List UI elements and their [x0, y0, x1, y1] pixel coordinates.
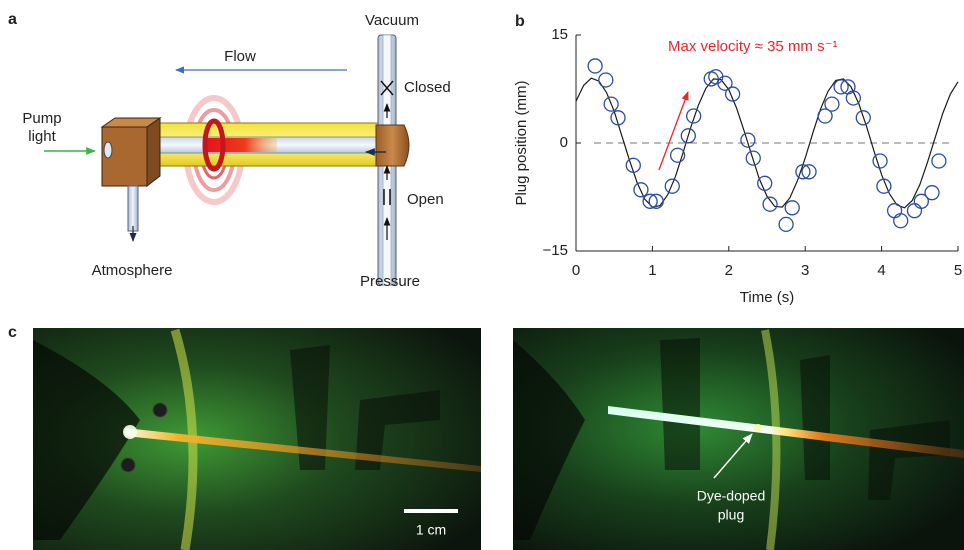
dye-plug — [207, 138, 277, 152]
closed-label: Closed — [404, 79, 451, 96]
annotation: Max velocity ≈ 35 mm s⁻¹ — [668, 38, 838, 55]
y-tick-label: 0 — [560, 134, 568, 151]
data-point — [709, 70, 723, 84]
x-tick-label: 2 — [725, 262, 733, 279]
atmosphere-label: Atmosphere — [92, 262, 173, 279]
data-point — [643, 194, 657, 208]
junction — [376, 125, 409, 166]
x-axis-label: Time (s) — [740, 289, 794, 306]
data-point — [888, 204, 902, 218]
x-tick-label: 0 — [572, 262, 580, 279]
data-point — [796, 165, 810, 179]
data-point — [779, 217, 793, 231]
figure: a Flow Vacuum Closed Open Pressure Pump … — [0, 0, 964, 550]
pump-label: Pump — [22, 110, 61, 127]
plug-label: Dye-doped — [697, 488, 766, 504]
data-point — [758, 176, 772, 190]
y-tick-label: −15 — [543, 242, 568, 259]
x-tick-label: 1 — [648, 262, 656, 279]
panel-label: c — [8, 324, 17, 341]
box-side — [147, 118, 160, 186]
plug-label: plug — [718, 507, 744, 523]
panel-label: a — [8, 11, 17, 28]
y-tick-label: 15 — [551, 26, 568, 43]
y-axis-label: Plug position (mm) — [513, 80, 530, 205]
data-point — [932, 154, 946, 168]
outlet-tube — [128, 186, 138, 231]
panel-a: a Flow Vacuum Closed Open Pressure Pump … — [8, 11, 451, 290]
pump-label: light — [28, 128, 56, 145]
flow-label: Flow — [224, 48, 256, 65]
x-tick-label: 4 — [877, 262, 885, 279]
page: a Flow Vacuum Closed Open Pressure Pump … — [0, 0, 964, 550]
data-point — [873, 154, 887, 168]
panel-label: b — [515, 13, 525, 30]
data-point — [825, 97, 839, 111]
x-tick-label: 5 — [954, 262, 962, 279]
data-point — [588, 59, 602, 73]
data-point — [785, 201, 799, 215]
panel-b: b Plug position (mm) Time (s) Max veloci… — [513, 13, 962, 306]
data-point — [894, 214, 908, 228]
photo-left: 1 cm — [33, 328, 481, 550]
panel-c: c 1 cm Dye-doped plug — [8, 324, 964, 550]
photo-right: Dye-doped plug — [513, 328, 964, 550]
x-tick-label: 3 — [801, 262, 809, 279]
scale-bar-label: 1 cm — [416, 522, 446, 538]
data-point — [741, 133, 755, 147]
data-point — [599, 73, 613, 87]
data-point — [925, 186, 939, 200]
open-label: Open — [407, 191, 444, 208]
scale-bar — [404, 509, 458, 513]
data-point — [665, 179, 679, 193]
data-point — [802, 165, 816, 179]
data-point — [763, 197, 777, 211]
pressure-label: Pressure — [360, 273, 420, 290]
vacuum-label: Vacuum — [365, 12, 419, 29]
data-point — [907, 204, 921, 218]
window — [104, 142, 112, 158]
data-point — [687, 109, 701, 123]
